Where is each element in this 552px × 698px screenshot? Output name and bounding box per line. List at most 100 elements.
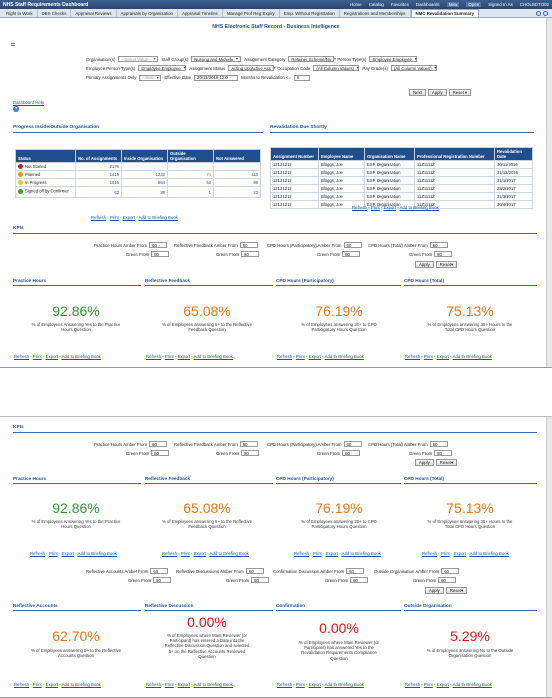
cell-assignments[interactable]: 2176 [75, 162, 122, 171]
briefing-book-link[interactable]: Add to Briefing Book [61, 682, 101, 687]
effective-date-input[interactable]: 20/11/2016 12:0 [194, 74, 239, 81]
confirmation-green-input[interactable]: 80 [350, 577, 369, 583]
refresh-link[interactable]: Refresh [91, 215, 107, 220]
occupation-code-select[interactable]: (All Column Values) ▼ [313, 65, 360, 72]
refresh-link[interactable]: Refresh [14, 682, 30, 687]
cpd-part-amber-input[interactable]: 60 [343, 242, 362, 248]
cell-outside[interactable]: 74 [167, 170, 214, 179]
export-link[interactable]: Export [325, 551, 338, 556]
practice-green-input[interactable]: 80 [151, 251, 170, 257]
refresh-link[interactable]: Refresh [162, 551, 178, 556]
print-link[interactable]: Print [370, 205, 380, 210]
menu-home[interactable]: Home [349, 2, 362, 7]
briefing-book-link[interactable]: Add to Briefing Book [61, 354, 101, 359]
print-link[interactable]: Print [48, 551, 58, 556]
export-link[interactable]: Export [383, 205, 396, 210]
tab-appraisal-timeline[interactable]: Appraisal Timeline [178, 9, 223, 17]
kpi-apply-button[interactable]: Apply [415, 459, 434, 466]
cpd-total-green-input[interactable]: 80 [434, 450, 453, 456]
briefing-book-link[interactable]: Add to Briefing Book [77, 551, 117, 556]
briefing-book-link[interactable]: Add to Briefing Book [469, 551, 509, 556]
dashboard-help-link[interactable]: Dashboard Help [13, 100, 45, 105]
reflective-green-input[interactable]: 80 [241, 251, 260, 257]
kpi-reset-button[interactable]: Reset ▾ [435, 261, 458, 268]
refresh-link[interactable]: Refresh [146, 354, 162, 359]
export-link[interactable]: Export [453, 551, 466, 556]
tab-prof-reg-expiry[interactable]: Manage Prof Reg Expiry [223, 9, 280, 17]
refresh-link[interactable]: Refresh [14, 354, 30, 359]
outside-green-input[interactable]: 80 [438, 577, 457, 583]
cpd-total-green-input[interactable]: 80 [434, 251, 453, 257]
tab-dbs-checks[interactable]: DBS Checks [38, 9, 72, 17]
refresh-link[interactable]: Refresh [294, 551, 310, 556]
export-link[interactable]: Export [193, 551, 206, 556]
accounts-amber-input[interactable]: 60 [150, 568, 169, 574]
kpi2-reset-button[interactable]: Reset ▾ [445, 587, 468, 594]
print-link[interactable]: Print [312, 551, 322, 556]
pay-grade-select[interactable]: (All Column Values) ▼ [390, 65, 437, 72]
tab-appraisals-by-org[interactable]: Appraisals by Organisation [117, 9, 179, 17]
export-link[interactable]: Export [61, 551, 74, 556]
reflective-green-input[interactable]: 80 [241, 450, 260, 456]
print-link[interactable]: Print [164, 354, 174, 359]
briefing-book-link[interactable]: Add to Briefing Book [324, 682, 364, 687]
cell-not-answered[interactable]: 23 [213, 186, 261, 198]
cell-inside[interactable]: 1232 [121, 170, 168, 179]
briefing-book-link[interactable]: Add to Briefing Book [452, 682, 492, 687]
refresh-link[interactable]: Refresh [277, 682, 293, 687]
cell-not-answered[interactable]: 113 [213, 170, 261, 179]
practice-green-input[interactable]: 80 [151, 450, 170, 456]
cell-assignments[interactable]: 1419 [75, 170, 122, 179]
page-options-icon[interactable] [536, 10, 541, 16]
export-link[interactable]: Export [308, 682, 321, 687]
refresh-link[interactable]: Refresh [405, 354, 421, 359]
tab-emp-without-reg[interactable]: Emp. Without Registration [280, 9, 340, 17]
tab-nmc-revalidation[interactable]: NMC Revalidation Summary [410, 9, 480, 17]
reflective-amber-input[interactable]: 60 [239, 441, 258, 447]
menu-open[interactable]: Open [466, 2, 482, 7]
print-link[interactable]: Print [423, 354, 433, 359]
person-type-select[interactable]: Employee;Employee ▼ [369, 56, 418, 62]
briefing-book-link[interactable]: Add to Briefing Book [209, 551, 249, 556]
export-link[interactable]: Export [436, 682, 449, 687]
discussion-amber-input[interactable]: 60 [245, 568, 264, 574]
refresh-link[interactable]: Refresh [405, 682, 421, 687]
kpi-reset-button[interactable]: Reset ▾ [435, 459, 458, 466]
print-link[interactable]: Print [164, 682, 174, 687]
collapse-icon[interactable] [11, 43, 15, 46]
export-link[interactable]: Export [122, 215, 135, 220]
cell-not-answered[interactable]: 99 [213, 178, 261, 187]
practice-amber-input[interactable]: 60 [149, 441, 168, 447]
menu-favorites[interactable]: Favorites [390, 2, 409, 7]
export-link[interactable]: Export [45, 682, 58, 687]
assignment-category-select[interactable]: Retainer Scheme/Nu ▼ [288, 56, 337, 62]
briefing-book-link[interactable]: Add to Briefing Book [193, 354, 233, 359]
next-button[interactable]: Next [409, 89, 426, 96]
cpd-total-amber-input[interactable]: 60 [429, 242, 448, 248]
tab-right-to-work[interactable]: Right to Work [2, 9, 38, 17]
cell-inside[interactable]: 38 [121, 186, 168, 198]
tab-registrations[interactable]: Registrations and Memberships [340, 9, 411, 17]
briefing-book-link[interactable]: Add to Briefing Book [193, 682, 233, 687]
vertical-scrollbar[interactable] [546, 417, 552, 697]
print-link[interactable]: Print [423, 682, 433, 687]
export-link[interactable]: Export [45, 354, 58, 359]
emp-person-type-select[interactable]: Employee;Employee ▼ [138, 65, 187, 72]
cpd-total-amber-input[interactable]: 60 [429, 441, 448, 447]
assignment-status-select[interactable]: Acting Up;Active Ass ▼ [228, 65, 276, 72]
staff-group-select[interactable]: Nursing and Midwife ▼ [191, 56, 242, 62]
export-link[interactable]: Export [177, 354, 190, 359]
reset-button[interactable]: Reset ▾ [448, 89, 471, 96]
refresh-link[interactable]: Refresh [277, 354, 293, 359]
menu-dashboards[interactable]: Dashboards [415, 2, 440, 7]
cpd-part-green-input[interactable]: 80 [342, 450, 361, 456]
help-question-icon[interactable]: ? [13, 106, 19, 112]
months-revalidation-input[interactable]: 6 [294, 74, 310, 81]
refresh-link[interactable]: Refresh [352, 205, 368, 210]
cpd-part-amber-input[interactable]: 60 [343, 441, 362, 447]
refresh-link[interactable]: Refresh [30, 551, 46, 556]
cell-inside[interactable]: 864 [121, 178, 168, 187]
cell-outside[interactable]: 1 [167, 186, 214, 198]
menu-new[interactable]: New [446, 2, 460, 7]
kpi2-apply-button[interactable]: Apply [425, 587, 444, 594]
